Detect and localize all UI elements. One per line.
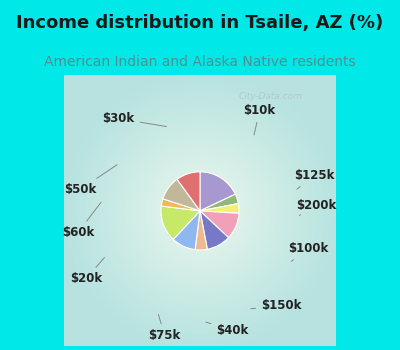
- Text: $200k: $200k: [296, 199, 337, 216]
- Text: $75k: $75k: [149, 315, 181, 342]
- Text: $150k: $150k: [251, 299, 302, 312]
- Text: $40k: $40k: [206, 322, 249, 337]
- Text: $50k: $50k: [64, 165, 117, 196]
- Wedge shape: [200, 194, 238, 211]
- Text: American Indian and Alaska Native residents: American Indian and Alaska Native reside…: [44, 55, 356, 69]
- Text: $20k: $20k: [70, 258, 104, 285]
- Text: $10k: $10k: [244, 104, 276, 135]
- Wedge shape: [177, 172, 200, 211]
- Wedge shape: [200, 204, 239, 214]
- Wedge shape: [200, 211, 228, 249]
- Wedge shape: [173, 211, 200, 250]
- Text: $60k: $60k: [62, 202, 101, 239]
- Wedge shape: [195, 211, 207, 250]
- Wedge shape: [200, 211, 239, 238]
- Wedge shape: [200, 172, 235, 211]
- Text: Income distribution in Tsaile, AZ (%): Income distribution in Tsaile, AZ (%): [16, 14, 384, 32]
- Text: $100k: $100k: [288, 242, 329, 261]
- Wedge shape: [161, 199, 200, 211]
- Text: City-Data.com: City-Data.com: [238, 92, 302, 102]
- Wedge shape: [161, 206, 200, 239]
- Text: $30k: $30k: [102, 112, 166, 127]
- Text: $125k: $125k: [294, 169, 334, 189]
- Wedge shape: [163, 179, 200, 211]
